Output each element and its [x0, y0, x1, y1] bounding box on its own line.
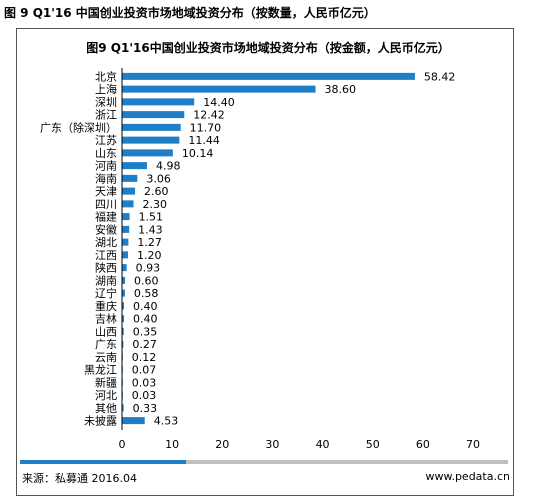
value-label: 0.35 [133, 325, 158, 338]
bar [122, 225, 130, 233]
bar [122, 136, 180, 144]
value-label: 2.30 [143, 198, 168, 211]
value-label: 4.98 [156, 160, 181, 173]
value-label: 0.40 [133, 300, 158, 313]
value-label: 0.12 [132, 351, 157, 364]
bar [122, 276, 126, 284]
footer: 来源：私募通 2016.04 www.pedata.cn [22, 470, 512, 488]
category-label: 未披露 [84, 414, 117, 428]
x-tick-label: 40 [316, 438, 330, 451]
bar [122, 123, 181, 131]
category-label: 山西 [95, 325, 117, 338]
value-label: 1.20 [137, 249, 162, 262]
bar [122, 289, 125, 297]
x-tick-label: 50 [366, 438, 380, 451]
bar [122, 315, 125, 323]
category-label: 深圳 [95, 96, 117, 109]
category-label: 河北 [95, 389, 117, 402]
category-label: 新疆 [95, 375, 117, 389]
category-label: 其他 [95, 402, 117, 415]
value-label: 58.42 [424, 70, 456, 83]
category-label: 广东 [95, 338, 117, 351]
category-label: 福建 [95, 210, 117, 224]
bar [122, 251, 129, 259]
value-label: 38.60 [325, 83, 357, 96]
footer-divider [20, 460, 508, 464]
value-label: 0.03 [132, 389, 157, 402]
bar [122, 72, 415, 80]
bar [122, 302, 125, 310]
category-label: 天津 [95, 185, 117, 198]
bar [122, 264, 127, 272]
value-label: 11.70 [190, 121, 222, 134]
x-axis: 0 10 20 30 40 50 60 70 [119, 68, 480, 451]
value-label: 1.51 [139, 211, 164, 224]
bar [122, 111, 185, 119]
value-label: 4.53 [154, 415, 179, 428]
category-label: 海南 [95, 171, 117, 185]
bar [122, 404, 124, 412]
bar [122, 213, 130, 221]
value-label: 0.03 [132, 376, 157, 389]
category-label: 湖南 [95, 274, 117, 287]
value-label: 0.33 [133, 402, 158, 415]
category-label: 重庆 [95, 299, 117, 313]
bar [122, 200, 134, 208]
value-label: 0.40 [133, 313, 158, 326]
figure-title: 图 9 Q1'16 中国创业投资市场地域投资分布（按数量，人民币亿元） [4, 6, 376, 20]
bar [122, 162, 147, 170]
value-label: 0.58 [134, 287, 159, 300]
category-label: 云南 [95, 351, 117, 364]
site-url: www.pedata.cn [425, 470, 510, 483]
category-label: 江苏 [95, 134, 117, 147]
value-label: 2.60 [144, 185, 169, 198]
category-label: 黑龙江 [84, 364, 117, 377]
bar [122, 238, 129, 246]
bar [122, 417, 145, 425]
value-label: 1.43 [138, 223, 163, 236]
category-label: 北京 [95, 69, 117, 83]
chart-frame [16, 28, 514, 496]
value-label: 3.06 [146, 172, 171, 185]
x-tick-label: 20 [215, 438, 229, 451]
category-label: 湖北 [95, 236, 117, 249]
bar [122, 85, 316, 93]
x-tick-label: 30 [265, 438, 279, 451]
value-label: 0.60 [134, 274, 159, 287]
category-label: 浙江 [95, 109, 117, 122]
chart-title: 图9 Q1'16中国创业投资市场地域投资分布（按金额，人民币亿元） [86, 40, 449, 55]
value-label: 0.27 [132, 338, 157, 351]
category-label: 辽宁 [95, 286, 117, 300]
x-tick-label: 60 [416, 438, 430, 451]
x-tick-label: 0 [119, 438, 126, 451]
source-note: 来源：私募通 2016.04 [22, 472, 137, 485]
value-label: 12.42 [193, 109, 225, 122]
category-label: 江西 [95, 249, 117, 262]
category-label: 安徽 [95, 222, 117, 236]
bars-group: 北京 58.42 上海 38.60 深圳 14.40 浙江 12.42 广东（除深圳） 11.70… [40, 69, 455, 427]
value-label: 0.93 [136, 262, 161, 275]
x-tick-label: 10 [165, 438, 179, 451]
bar [122, 187, 136, 195]
value-label: 1.27 [137, 236, 162, 249]
category-label: 上海 [95, 82, 117, 96]
value-label: 14.40 [203, 96, 235, 109]
category-label: 广东（除深圳） [40, 120, 117, 134]
bar [122, 98, 195, 106]
bar [122, 340, 124, 348]
x-tick-label: 70 [466, 438, 480, 451]
category-label: 河南 [95, 160, 117, 173]
category-label: 山东 [95, 147, 117, 160]
value-label: 0.07 [132, 364, 157, 377]
bar [122, 327, 124, 335]
bar [122, 149, 173, 157]
category-label: 四川 [95, 198, 117, 211]
category-label: 陕西 [95, 261, 117, 275]
footer-accent-bar [20, 460, 186, 464]
bar [122, 174, 138, 182]
category-label: 吉林 [95, 312, 117, 326]
value-label: 11.44 [188, 134, 220, 147]
value-label: 10.14 [182, 147, 214, 160]
